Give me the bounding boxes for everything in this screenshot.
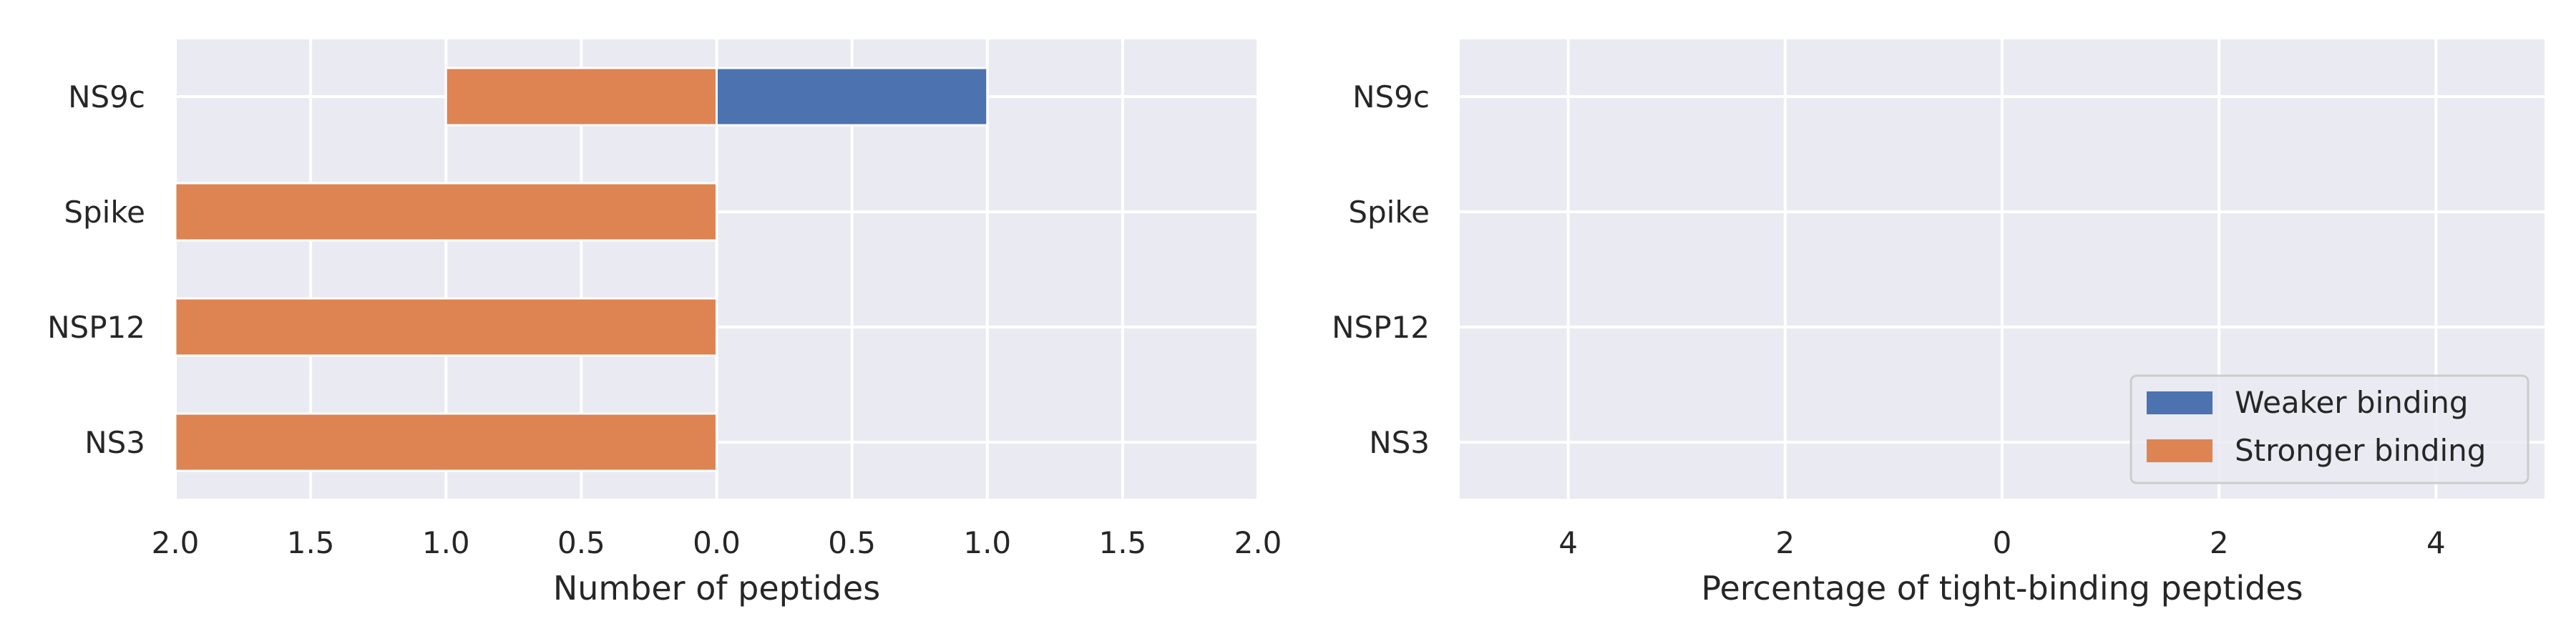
legend-entry-label: Stronger binding	[2235, 433, 2486, 468]
x-tick-label: 0.5	[828, 525, 876, 560]
x-tick-label: 1.5	[1098, 525, 1146, 560]
x-tick-label: 1.5	[287, 525, 335, 560]
legend-swatch	[2147, 439, 2212, 462]
y-tick-label: NS9c	[1352, 79, 1430, 114]
y-tick-label: Spike	[64, 195, 145, 230]
y-tick-label: NSP12	[1332, 310, 1430, 345]
x-tick-label: 0.5	[557, 525, 605, 560]
x-axis-label: Percentage of tight-binding peptides	[1701, 569, 2303, 608]
y-tick-label: NS9c	[68, 79, 145, 114]
legend: Weaker binding Stronger binding	[2129, 374, 2529, 484]
legend-swatch	[2147, 391, 2212, 414]
y-tick-label: NS3	[84, 425, 145, 460]
x-tick-label: 2.0	[1234, 525, 1282, 560]
x-tick-label: 1.0	[963, 525, 1011, 560]
x-tick-label: 4	[1558, 525, 1578, 560]
y-tick-label: NS3	[1369, 425, 1430, 460]
x-tick-label: 1.0	[422, 525, 470, 560]
y-tick-label: Spike	[1348, 195, 1430, 230]
x-tick-label: 4	[2426, 525, 2446, 560]
bar-weaker-binding-ns9c	[716, 67, 989, 127]
x-tick-label: 0.0	[693, 525, 741, 560]
x-axis-label: Number of peptides	[553, 569, 880, 608]
x-tick-label: 2	[1775, 525, 1795, 560]
bar-stronger-binding-ns9c	[444, 67, 718, 127]
chart-panel-percentage: NS9c Spike NSP12 NS3 4 2 0 2 4 Percentage of tigh…	[1332, 39, 2545, 608]
bar-stronger-binding-nsp12	[174, 297, 718, 357]
x-tick-label: 0	[1993, 525, 2012, 560]
legend-frame	[2129, 374, 2529, 484]
x-tick-label: 2.0	[152, 525, 200, 560]
x-tick-label: 2	[2210, 525, 2229, 560]
bar-stronger-binding-ns3	[174, 412, 718, 472]
y-tick-label: NSP12	[47, 310, 145, 345]
bar-stronger-binding-spike	[174, 182, 718, 242]
legend-entry-label: Weaker binding	[2235, 385, 2468, 420]
chart-panel-peptide-count: NS9c Spike NSP12 NS3 2.0 1.5 1.0 0.5 0.0 0.5 1.0 1.…	[47, 39, 1282, 608]
